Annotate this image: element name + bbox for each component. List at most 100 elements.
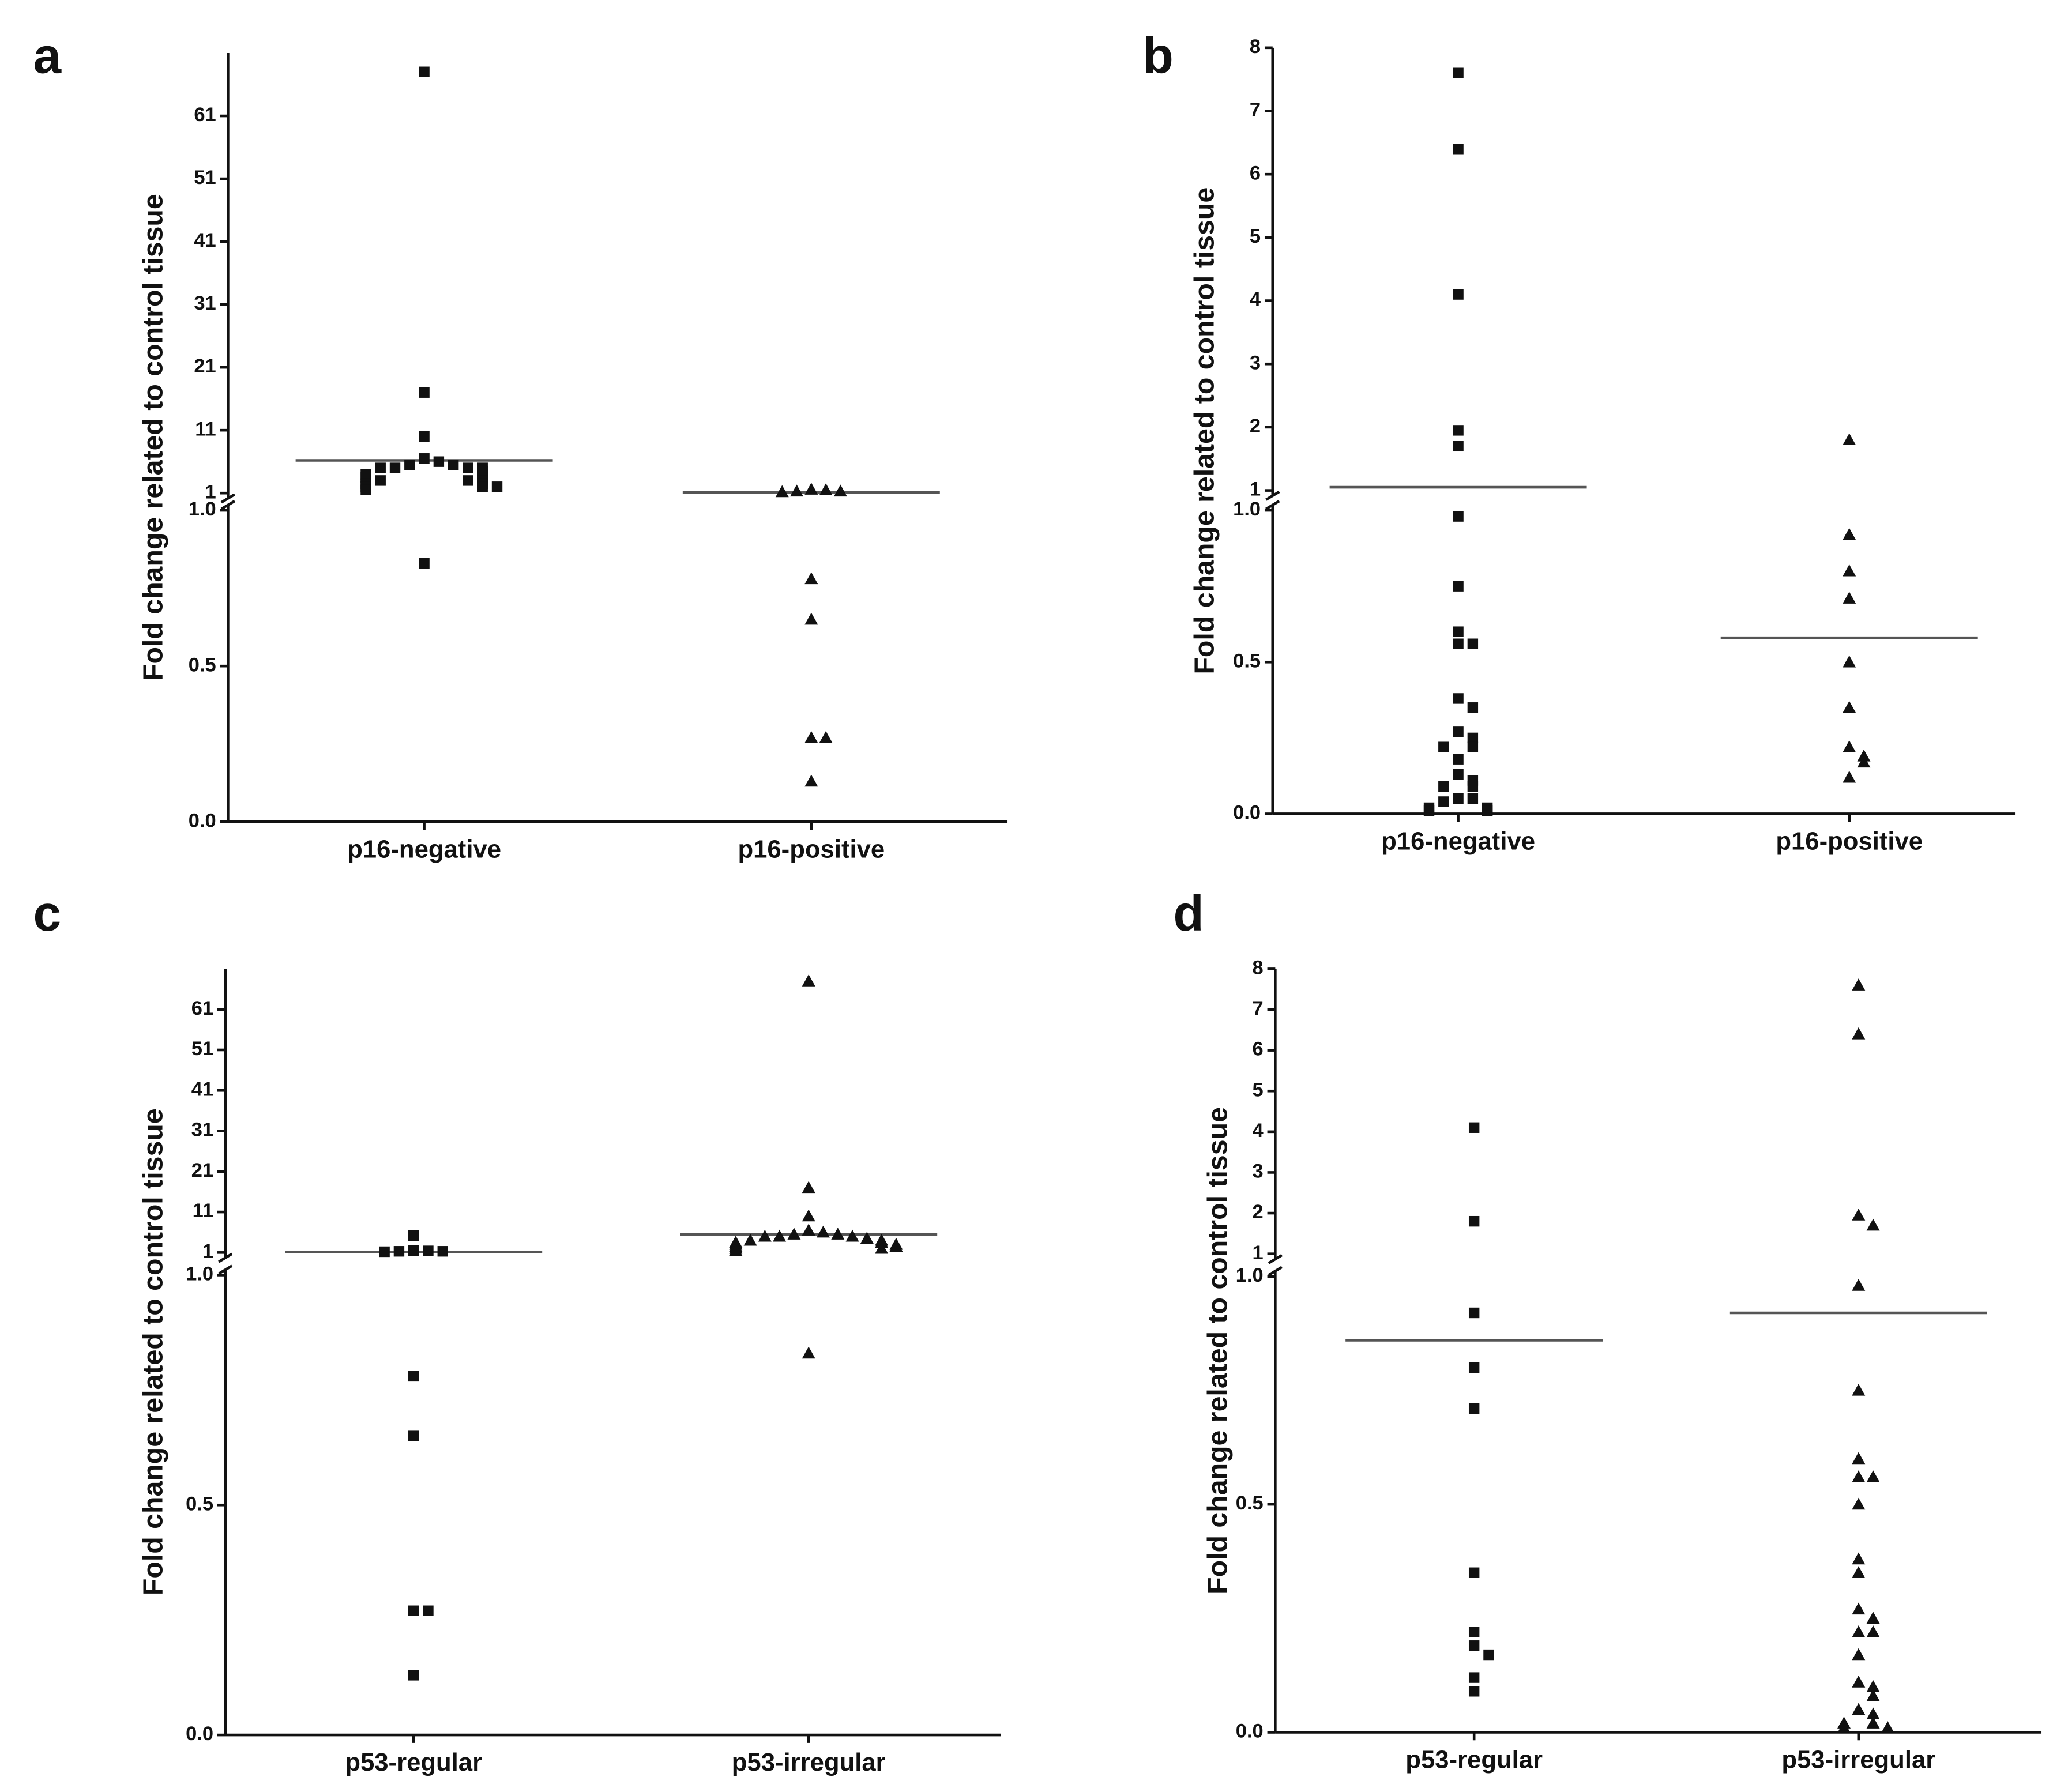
x-tick-label: p16-negative xyxy=(347,835,501,863)
data-point xyxy=(804,774,818,787)
data-point xyxy=(1468,1627,1480,1637)
data-point xyxy=(419,66,430,77)
y-tick-label: 51 xyxy=(191,1038,213,1060)
data-point xyxy=(790,484,804,497)
data-point xyxy=(1837,1721,1851,1733)
y-tick-label: 1.0 xyxy=(186,1263,213,1285)
axis-break xyxy=(220,493,236,504)
data-point xyxy=(1866,1625,1880,1637)
y-tick-label: 0.0 xyxy=(1233,802,1261,824)
y-tick-label: 6 xyxy=(1253,1038,1264,1060)
axis-break xyxy=(1268,1266,1283,1277)
data-point xyxy=(1468,1686,1480,1697)
y-tick-label: 0.0 xyxy=(189,810,216,831)
panel-label: a xyxy=(33,28,62,84)
data-point xyxy=(463,475,473,486)
data-point xyxy=(1453,726,1464,737)
data-point xyxy=(1468,1215,1480,1227)
y-tick-label: 51 xyxy=(194,167,216,189)
y-tick-label: 21 xyxy=(191,1159,213,1181)
data-point xyxy=(1453,441,1464,452)
y-tick-label: 5 xyxy=(1253,1079,1264,1101)
y-tick-label: 7 xyxy=(1253,997,1264,1019)
data-point xyxy=(1857,755,1871,768)
data-point xyxy=(1843,701,1856,713)
data-point xyxy=(1467,793,1479,804)
data-point xyxy=(1852,1383,1866,1396)
data-point xyxy=(1453,626,1464,637)
axis-break xyxy=(1268,1253,1283,1264)
data-point xyxy=(1866,1218,1880,1231)
data-point xyxy=(419,453,430,464)
data-point xyxy=(1468,1640,1480,1651)
data-point xyxy=(408,1371,419,1382)
y-tick-label: 41 xyxy=(194,229,216,251)
data-point xyxy=(1852,1209,1866,1221)
data-point xyxy=(1438,741,1449,752)
y-tick-label: 1.0 xyxy=(1236,1264,1264,1286)
x-tick-label: p53-regular xyxy=(1405,1746,1543,1774)
y-tick-label: 5 xyxy=(1250,225,1261,247)
data-point xyxy=(819,731,833,743)
data-point xyxy=(875,1236,889,1248)
y-tick-label: 3 xyxy=(1253,1161,1264,1183)
x-tick-label: p16-positive xyxy=(1776,827,1923,856)
data-point xyxy=(845,1229,859,1242)
x-tick-label: p53-irregular xyxy=(1781,1746,1935,1774)
y-tick-label: 1 xyxy=(205,481,216,503)
data-point xyxy=(419,558,430,569)
data-point xyxy=(1468,1362,1480,1373)
data-point xyxy=(1866,1612,1880,1624)
data-point xyxy=(360,484,371,495)
data-point xyxy=(1438,781,1449,792)
data-point xyxy=(393,1246,405,1257)
data-point xyxy=(1468,1567,1480,1578)
data-point xyxy=(419,431,430,442)
data-point xyxy=(773,1229,787,1242)
data-point xyxy=(1453,754,1464,765)
data-point xyxy=(804,572,818,585)
data-point xyxy=(408,1230,419,1241)
data-point xyxy=(802,1209,815,1222)
y-axis-label: Fold change related to control tissue xyxy=(138,194,169,681)
data-point xyxy=(375,462,386,473)
axis-break xyxy=(1265,500,1280,510)
data-point xyxy=(437,1246,448,1257)
data-point xyxy=(729,1244,743,1256)
data-point xyxy=(1453,425,1464,436)
y-tick-label: 1 xyxy=(1250,479,1261,500)
data-point xyxy=(1852,1027,1866,1040)
data-point xyxy=(1852,1625,1866,1637)
data-point xyxy=(1852,1552,1866,1565)
data-point xyxy=(875,1241,889,1254)
data-point xyxy=(1467,781,1479,792)
x-tick-label: p16-negative xyxy=(1381,827,1535,856)
data-point xyxy=(1468,1403,1480,1414)
y-tick-label: 61 xyxy=(191,997,213,1019)
data-point xyxy=(1843,655,1856,668)
y-tick-label: 4 xyxy=(1253,1120,1264,1142)
data-point xyxy=(833,484,847,497)
data-point xyxy=(787,1228,801,1240)
data-point xyxy=(1843,770,1856,783)
data-point xyxy=(802,974,815,987)
y-tick-label: 6 xyxy=(1250,162,1261,184)
data-point xyxy=(1468,1122,1480,1133)
data-point xyxy=(1866,1707,1880,1720)
data-point xyxy=(1468,1307,1480,1319)
data-point xyxy=(1453,144,1464,155)
data-point xyxy=(1852,1648,1866,1661)
y-tick-label: 0.5 xyxy=(189,654,216,676)
y-tick-label: 31 xyxy=(191,1119,213,1141)
y-tick-label: 0.5 xyxy=(1236,1492,1264,1514)
data-point xyxy=(1453,581,1464,592)
data-point xyxy=(1866,1680,1880,1692)
data-point xyxy=(802,1181,815,1194)
data-point xyxy=(802,1346,815,1359)
panel-label: d xyxy=(1173,885,1204,942)
panel-label: c xyxy=(33,885,61,942)
data-point xyxy=(1852,1676,1866,1688)
data-point xyxy=(1857,749,1871,762)
data-point xyxy=(831,1228,845,1240)
